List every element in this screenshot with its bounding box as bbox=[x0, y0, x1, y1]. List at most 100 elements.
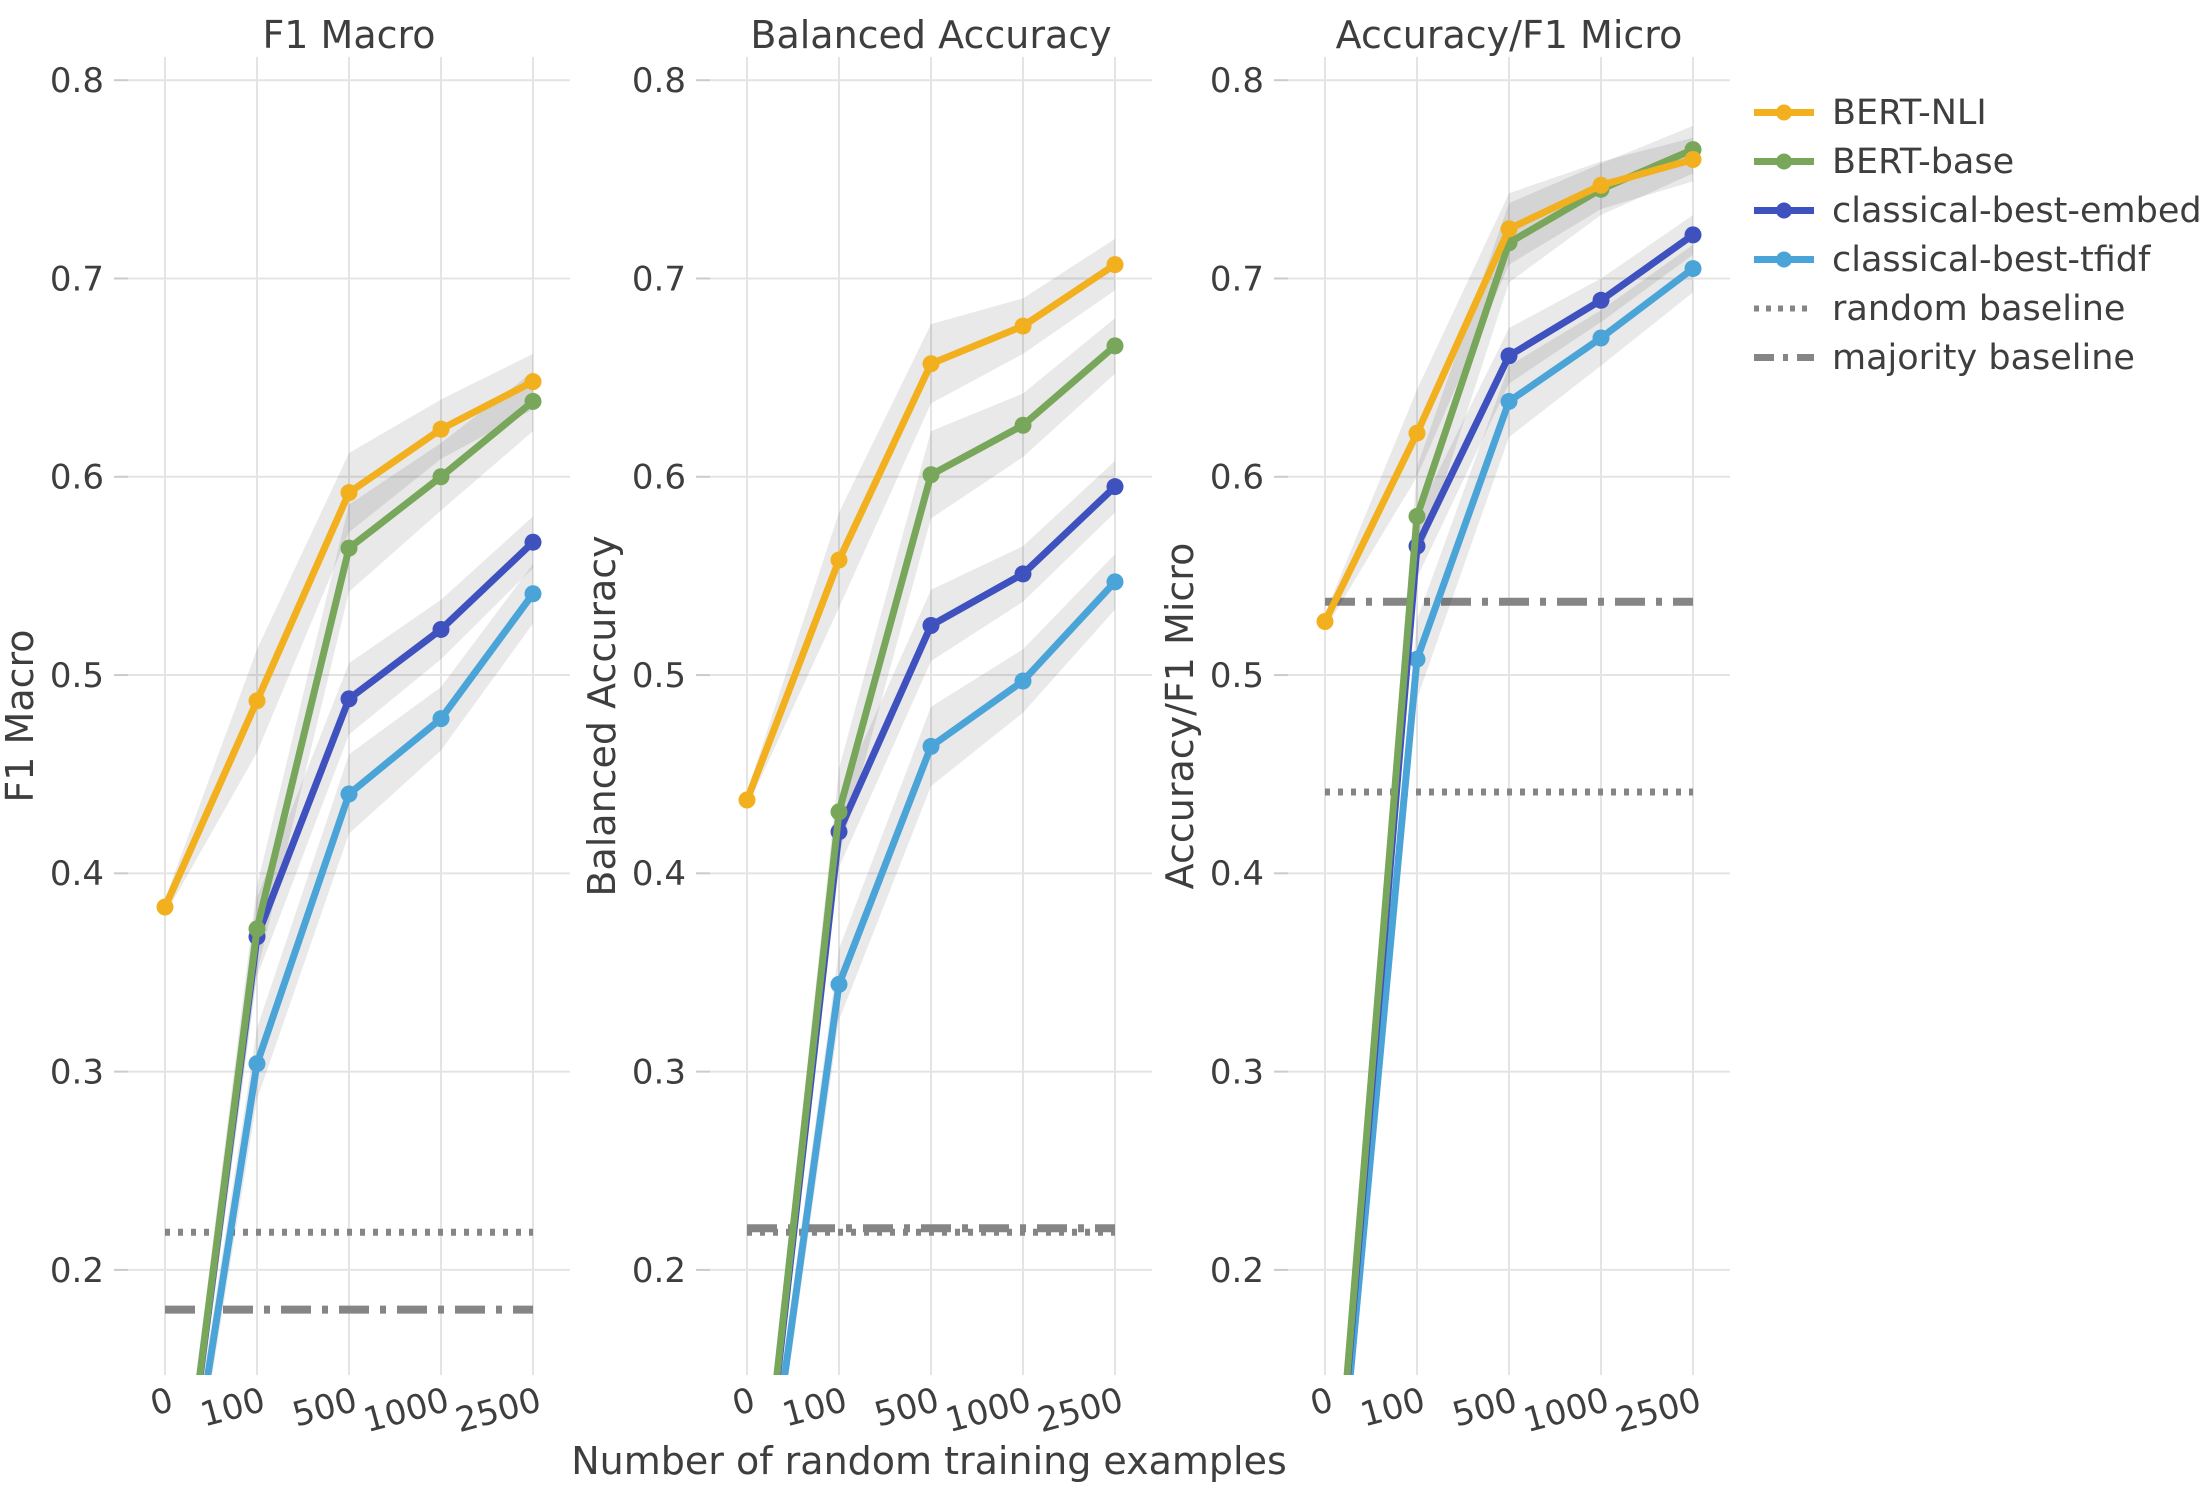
y-tick-label: 0.6 bbox=[50, 458, 104, 498]
data-point-classical-best-embed bbox=[1684, 226, 1702, 244]
data-point-classical-best-embed bbox=[340, 690, 358, 708]
y-tick-label: 0.5 bbox=[50, 656, 104, 696]
legend: BERT-NLI BERT-base classical-best-embed cla… bbox=[1752, 88, 2202, 382]
data-point-bert-nli bbox=[1408, 424, 1426, 442]
legend-label: BERT-NLI bbox=[1832, 92, 1987, 133]
dashdot-swatch-icon bbox=[1754, 354, 1814, 361]
data-point-bert-base bbox=[248, 920, 266, 938]
data-point-classical-best-tfidf bbox=[524, 585, 542, 603]
data-point-classical-best-embed bbox=[1106, 478, 1124, 496]
x-tick-label: 100 bbox=[778, 1380, 851, 1435]
y-tick-label: 0.5 bbox=[1210, 656, 1264, 696]
data-point-classical-best-tfidf bbox=[1500, 392, 1518, 410]
error-band-classical-best-embed bbox=[774, 460, 1115, 1375]
y-tick-label: 0.8 bbox=[1210, 61, 1264, 101]
line-swatch-icon bbox=[1754, 202, 1814, 219]
y-tick-label: 0.6 bbox=[1210, 458, 1264, 498]
data-point-bert-base bbox=[1014, 416, 1032, 434]
y-tick-label: 0.7 bbox=[50, 259, 104, 299]
data-point-bert-base bbox=[922, 466, 940, 484]
y-tick-label: 0.4 bbox=[1210, 854, 1264, 894]
data-point-classical-best-tfidf bbox=[1014, 672, 1032, 690]
legend-item-majority-baseline: majority baseline bbox=[1752, 333, 2202, 382]
legend-item-classical-best-tfidf: classical-best-tfidf bbox=[1752, 235, 2202, 284]
data-point-bert-nli bbox=[1684, 151, 1702, 169]
legend-item-classical-best-embed: classical-best-embed bbox=[1752, 186, 2202, 235]
data-point-classical-best-tfidf bbox=[1684, 260, 1702, 278]
legend-sample-marker bbox=[1776, 153, 1792, 170]
error-band-classical-best-embed bbox=[1345, 215, 1693, 1375]
xlabel: Number of random training examples bbox=[571, 1439, 1287, 1483]
x-tick-label: 500 bbox=[870, 1380, 943, 1435]
data-point-bert-nli bbox=[248, 692, 266, 710]
data-point-bert-base bbox=[432, 468, 450, 486]
data-point-bert-nli bbox=[738, 791, 756, 809]
x-tick-label: 100 bbox=[1356, 1380, 1429, 1435]
error-band-bert-base bbox=[1344, 125, 1693, 1375]
y-tick-label: 0.6 bbox=[632, 458, 686, 498]
ylabel-accuracy-f1-micro: Accuracy/F1 Micro bbox=[1158, 543, 1202, 890]
legend-item-bert-nli: BERT-NLI bbox=[1752, 88, 2202, 137]
data-point-bert-base bbox=[524, 392, 542, 410]
x-tick-label: 0 bbox=[146, 1380, 177, 1424]
y-tick-label: 0.8 bbox=[632, 61, 686, 101]
data-point-bert-nli bbox=[1500, 220, 1518, 238]
error-band-bert-base bbox=[196, 371, 533, 1375]
data-point-bert-nli bbox=[1592, 176, 1610, 194]
legend-label: majority baseline bbox=[1832, 337, 2135, 378]
y-tick-label: 0.2 bbox=[1210, 1251, 1264, 1291]
x-tick-label: 1000 bbox=[941, 1380, 1035, 1441]
x-tick-label: 0 bbox=[1306, 1380, 1337, 1424]
data-point-classical-best-tfidf bbox=[1106, 573, 1124, 591]
x-tick-label: 500 bbox=[288, 1380, 361, 1435]
data-point-classical-best-embed bbox=[922, 616, 940, 634]
data-point-classical-best-embed bbox=[1014, 565, 1032, 583]
data-point-bert-nli bbox=[830, 551, 848, 569]
y-tick-label: 0.7 bbox=[632, 259, 686, 299]
legend-sample-marker bbox=[1776, 104, 1792, 121]
y-tick-label: 0.4 bbox=[632, 854, 686, 894]
data-point-classical-best-embed bbox=[1500, 347, 1518, 365]
error-band-classical-best-tfidf bbox=[203, 564, 533, 1375]
data-point-bert-base bbox=[340, 539, 358, 557]
x-tick-label: 1000 bbox=[359, 1380, 453, 1441]
y-tick-label: 0.4 bbox=[50, 854, 104, 894]
data-point-classical-best-tfidf bbox=[1592, 329, 1610, 347]
data-point-bert-nli bbox=[1316, 613, 1334, 631]
y-tick-label: 0.3 bbox=[1210, 1053, 1264, 1093]
ylabel-balanced-accuracy: Balanced Accuracy bbox=[580, 535, 624, 896]
data-point-classical-best-embed bbox=[432, 620, 450, 638]
legend-item-bert-base: BERT-base bbox=[1752, 137, 2202, 186]
y-tick-label: 0.3 bbox=[632, 1053, 686, 1093]
y-tick-label: 0.7 bbox=[1210, 259, 1264, 299]
data-point-bert-nli bbox=[156, 898, 174, 916]
data-point-bert-nli bbox=[340, 484, 358, 502]
x-tick-label: 1000 bbox=[1519, 1380, 1613, 1441]
series-group bbox=[738, 238, 1124, 1375]
grid bbox=[710, 57, 1152, 1375]
line-swatch-icon bbox=[1754, 251, 1814, 268]
data-point-bert-nli bbox=[1106, 256, 1124, 274]
legend-sample-marker bbox=[1776, 251, 1792, 268]
legend-label: BERT-base bbox=[1832, 141, 2015, 182]
x-tick-label: 500 bbox=[1448, 1380, 1521, 1435]
data-point-classical-best-embed bbox=[524, 533, 542, 551]
data-point-classical-best-tfidf bbox=[830, 975, 848, 993]
y-tick-label: 0.2 bbox=[50, 1251, 104, 1291]
y-tick-label: 0.2 bbox=[632, 1251, 686, 1291]
legend-label: classical-best-tfidf bbox=[1832, 239, 2151, 280]
y-tick-label: 0.5 bbox=[632, 656, 686, 696]
panel-title-balanced-accuracy: Balanced Accuracy bbox=[750, 13, 1111, 57]
legend-label: random baseline bbox=[1832, 288, 2126, 329]
line-swatch-icon bbox=[1754, 153, 1814, 170]
panel-title-accuracy-f1-micro: Accuracy/F1 Micro bbox=[1336, 13, 1683, 57]
legend-label: classical-best-embed bbox=[1832, 190, 2202, 231]
data-point-classical-best-tfidf bbox=[922, 737, 940, 755]
dotted-swatch-icon bbox=[1754, 305, 1814, 312]
data-point-classical-best-tfidf bbox=[1408, 650, 1426, 668]
data-point-bert-nli bbox=[432, 420, 450, 438]
ylabel-f1-macro: F1 Macro bbox=[0, 629, 42, 802]
data-point-classical-best-tfidf bbox=[340, 785, 358, 803]
